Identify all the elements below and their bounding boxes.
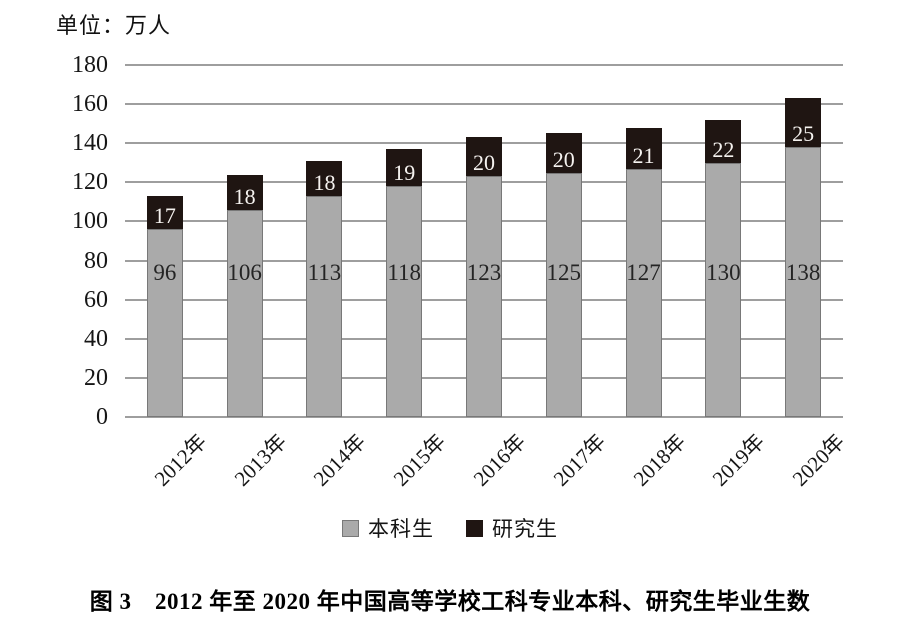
bar-2018年: 21: [625, 127, 662, 417]
undergraduate-value-label: 125: [546, 260, 582, 285]
bar-segment-undergraduate: [306, 196, 343, 417]
graduate-value-label: 18: [233, 183, 256, 209]
y-tick-label-160: 160: [72, 91, 108, 118]
bar-segment-graduate: 18: [306, 160, 343, 197]
bar-segment-graduate: 18: [226, 174, 263, 210]
legend-label: 研究生: [492, 517, 558, 541]
bar-segment-undergraduate: [705, 162, 742, 417]
bar-segment-undergraduate: [466, 176, 502, 417]
bar-segment-graduate: 20: [466, 137, 502, 177]
bar-segment-graduate: 25: [785, 98, 822, 148]
legend: 本科生 研究生: [0, 513, 900, 543]
legend-item-undergraduate: 本科生: [342, 513, 434, 543]
bar-segment-graduate: 20: [545, 133, 582, 173]
graduate-value-label: 18: [313, 170, 336, 196]
legend-label: 本科生: [368, 517, 434, 541]
bar-2016年: 20: [466, 137, 502, 417]
unit-label: 单位：万人: [56, 13, 172, 38]
bar-segment-undergraduate: [386, 186, 423, 417]
undergraduate-value-label: 106: [227, 260, 262, 285]
undergraduate-value-label: 96: [153, 260, 177, 285]
y-tick-label-40: 40: [84, 325, 108, 352]
bar-segment-graduate: 21: [625, 127, 662, 169]
bar-segment-graduate: 17: [146, 196, 183, 230]
graduate-value-label: 20: [552, 146, 575, 172]
y-tick-label-180: 180: [72, 52, 108, 78]
graduate-value-label: 21: [632, 142, 655, 168]
x-tick-label-2016年: 2016年: [468, 429, 531, 491]
bar-2015年: 19: [386, 149, 423, 417]
bar-2020年: 25: [785, 98, 822, 417]
bar-segment-graduate: 19: [386, 149, 423, 187]
bar-segment-undergraduate: [226, 209, 263, 417]
x-tick-label-2019年: 2019年: [708, 429, 770, 491]
gridline-160: [125, 103, 843, 106]
bar-segment-graduate: 22: [705, 119, 742, 163]
undergraduate-swatch-icon: [342, 519, 359, 537]
gridline-180: [125, 64, 843, 66]
undergraduate-value-label: 118: [387, 260, 422, 285]
graduate-value-label: 25: [792, 121, 815, 147]
bar-segment-undergraduate: [625, 168, 662, 417]
undergraduate-value-label: 127: [626, 260, 661, 285]
bar-2013年: 18: [226, 174, 263, 417]
gridline-0: [125, 416, 843, 418]
y-tick-label-60: 60: [84, 286, 108, 313]
x-tick-label-2018年: 2018年: [628, 429, 690, 491]
bar-segment-undergraduate: [146, 229, 183, 417]
graduate-value-label: 19: [393, 160, 416, 186]
x-tick-label-2013年: 2013年: [229, 429, 291, 491]
undergraduate-value-label: 113: [307, 260, 342, 285]
x-tick-label-2015年: 2015年: [388, 429, 451, 491]
bar-2019年: 22: [705, 119, 742, 417]
y-tick-label-120: 120: [72, 169, 108, 196]
y-tick-label-0: 0: [96, 404, 108, 430]
x-tick-label-2020年: 2020年: [787, 429, 850, 491]
bar-2012年: 17: [146, 196, 183, 417]
legend-item-graduate: 研究生: [466, 513, 558, 543]
x-tick-label-2017年: 2017年: [548, 429, 611, 491]
bar-2014年: 18: [306, 160, 343, 417]
graduate-value-label: 22: [712, 136, 735, 162]
y-tick-label-20: 20: [84, 364, 108, 391]
bar-2017年: 20: [545, 133, 582, 417]
y-tick-label-140: 140: [72, 130, 108, 157]
y-tick-label-100: 100: [72, 208, 108, 235]
y-axis: 0 20 40 60 80 100 120 140 160 180: [0, 52, 108, 430]
undergraduate-value-label: 130: [706, 260, 741, 285]
bar-segment-undergraduate: [545, 172, 582, 417]
plot-area: 17 96 18 106 18 113 19 118 20 123 20 125 21 127 22 130 2…: [125, 64, 843, 418]
undergraduate-value-label: 123: [466, 260, 502, 285]
undergraduate-value-label: 138: [785, 260, 821, 285]
x-tick-label-2014年: 2014年: [309, 429, 371, 491]
figure-caption: 图 3 2012 年至 2020 年中国高等学校工科专业本科、研究生毕业生数: [89, 589, 811, 614]
x-tick-label-2012年: 2012年: [149, 429, 212, 491]
graduate-swatch-icon: [466, 519, 483, 537]
graduate-value-label: 17: [153, 203, 176, 229]
bar-segment-undergraduate: [785, 147, 822, 417]
graduate-value-label: 20: [473, 150, 495, 176]
y-tick-label-80: 80: [84, 247, 108, 274]
